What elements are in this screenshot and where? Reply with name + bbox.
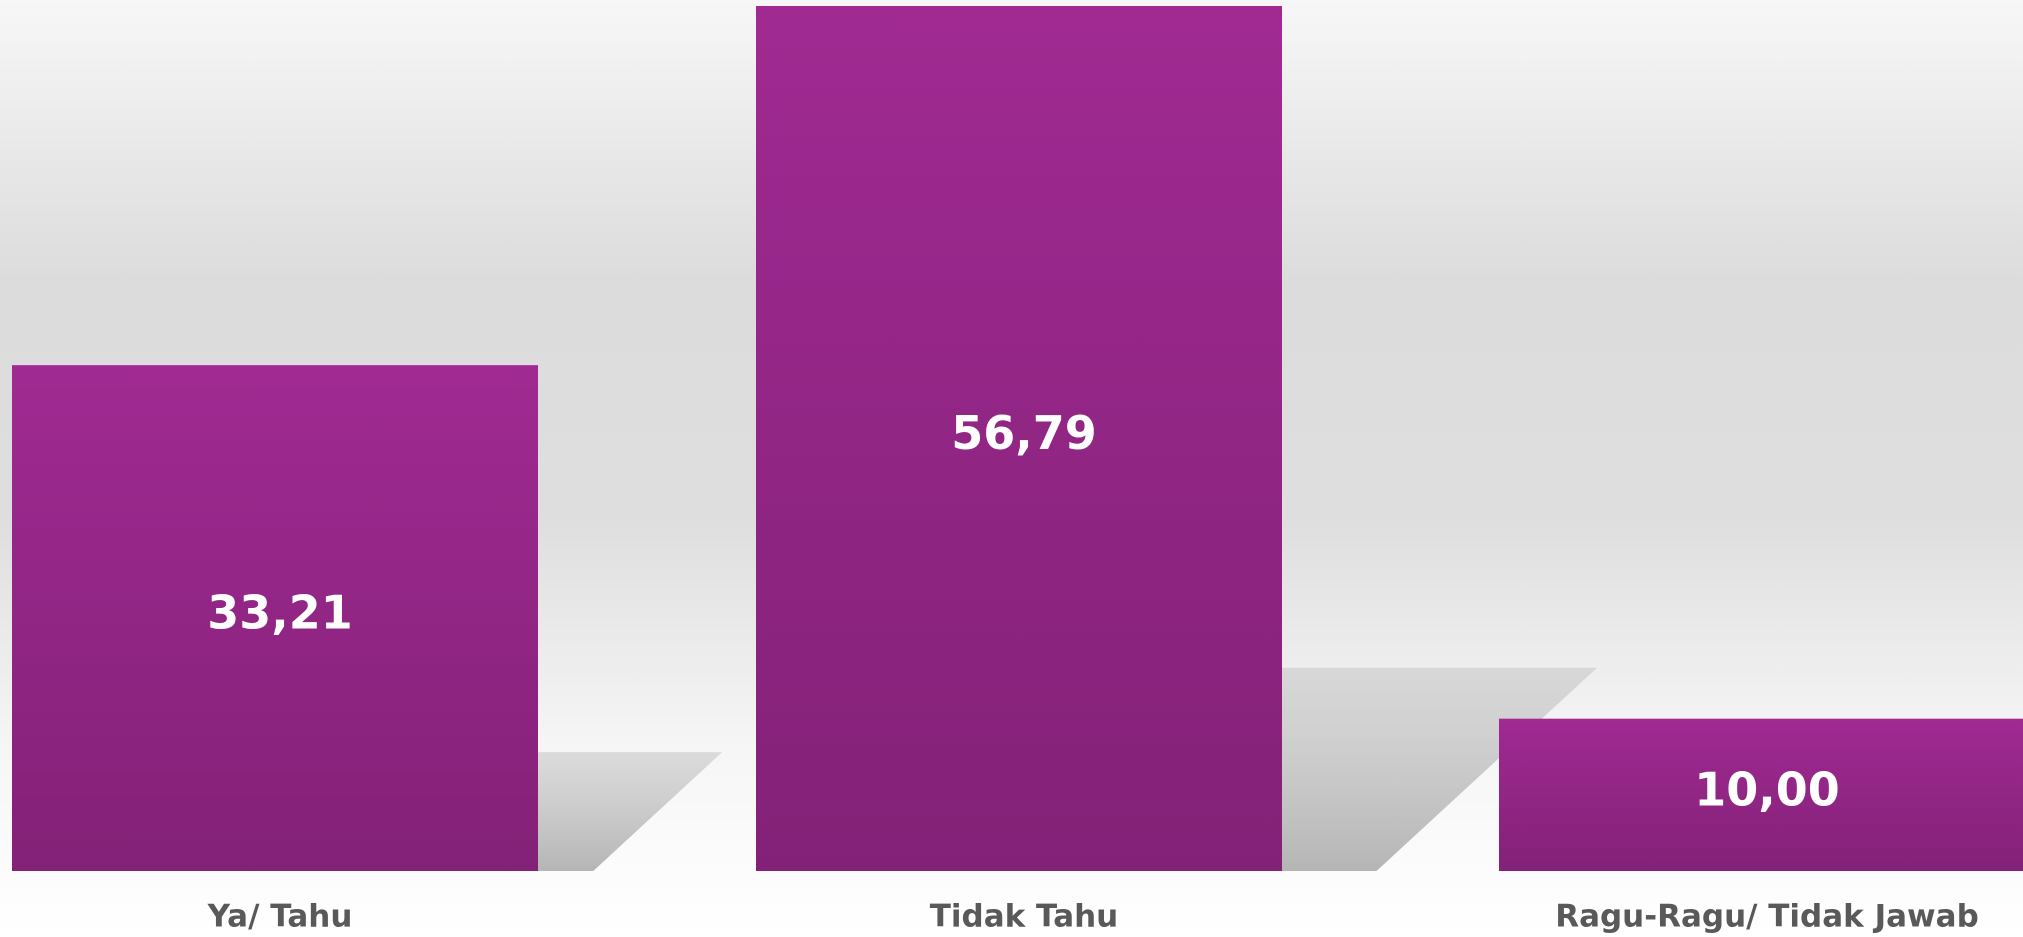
bar <box>756 6 1282 871</box>
value-label: 56,79 <box>951 406 1097 460</box>
bar-shadow <box>538 752 723 871</box>
value-label: 10,00 <box>1694 762 1840 816</box>
category-label: Ragu-Ragu/ Tidak Jawab <box>1555 899 1979 935</box>
category-label: Ya/ Tahu <box>207 899 353 935</box>
bar <box>1499 718 2023 871</box>
bar <box>12 365 538 871</box>
value-label: 33,21 <box>207 586 353 640</box>
category-label: Tidak Tahu <box>930 899 1119 935</box>
bar-shadow <box>1282 667 1598 871</box>
